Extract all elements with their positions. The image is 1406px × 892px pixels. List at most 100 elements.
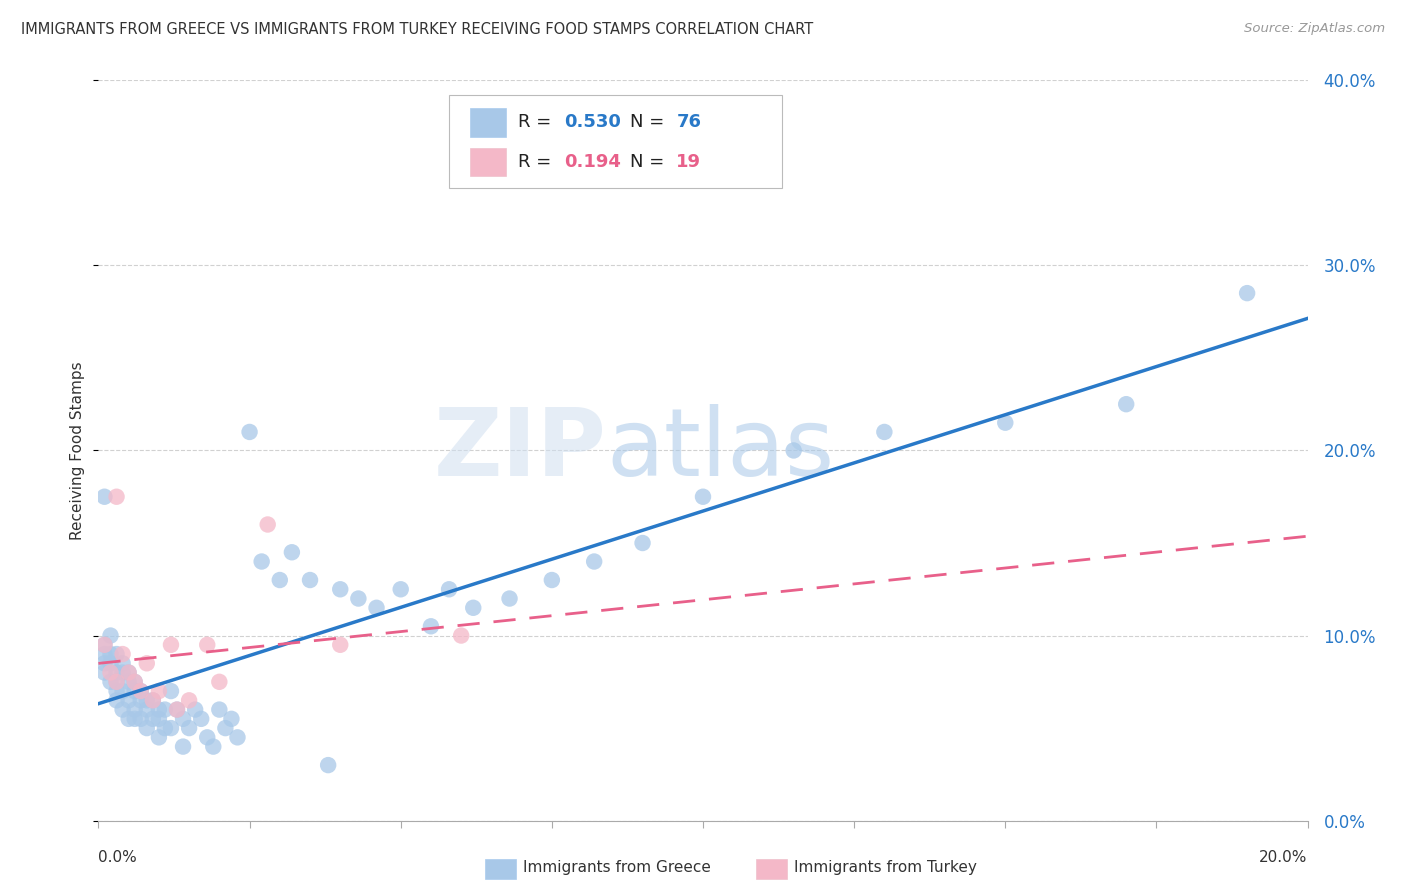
Point — [450, 628, 472, 642]
Point — [190, 712, 212, 726]
Text: Immigrants from Turkey: Immigrants from Turkey — [794, 860, 977, 874]
Point — [172, 739, 194, 754]
Text: 0.194: 0.194 — [564, 153, 621, 170]
Point — [783, 443, 806, 458]
Text: atlas: atlas — [606, 404, 835, 497]
Point — [129, 712, 152, 726]
Text: N =: N = — [630, 153, 671, 170]
Point — [124, 684, 146, 698]
Bar — [470, 148, 506, 176]
Text: Source: ZipAtlas.com: Source: ZipAtlas.com — [1244, 22, 1385, 36]
Point — [166, 703, 188, 717]
Point — [135, 703, 157, 717]
Point — [692, 490, 714, 504]
Point — [214, 721, 236, 735]
Point — [1236, 286, 1258, 301]
Point — [105, 674, 128, 689]
Point — [105, 674, 128, 689]
Point — [100, 657, 122, 671]
Point — [329, 638, 352, 652]
Point — [498, 591, 520, 606]
Point — [195, 731, 218, 745]
Point — [135, 721, 157, 735]
Point — [105, 693, 128, 707]
Point — [129, 684, 152, 698]
Text: 20.0%: 20.0% — [1260, 850, 1308, 865]
Point — [118, 693, 141, 707]
Point — [160, 721, 183, 735]
Point — [226, 731, 249, 745]
Point — [1115, 397, 1137, 411]
Text: Immigrants from Greece: Immigrants from Greece — [523, 860, 711, 874]
Point — [583, 554, 606, 569]
Point — [118, 665, 141, 680]
Point — [208, 674, 231, 689]
Point — [347, 591, 370, 606]
Point — [540, 573, 562, 587]
Point — [994, 416, 1017, 430]
Text: R =: R = — [517, 153, 557, 170]
Point — [93, 638, 115, 652]
Point — [118, 712, 141, 726]
Text: R =: R = — [517, 113, 557, 131]
Point — [124, 674, 146, 689]
Point — [148, 712, 170, 726]
Point — [142, 693, 165, 707]
Text: IMMIGRANTS FROM GREECE VS IMMIGRANTS FROM TURKEY RECEIVING FOOD STAMPS CORRELATI: IMMIGRANTS FROM GREECE VS IMMIGRANTS FRO… — [21, 22, 813, 37]
Point — [111, 684, 134, 698]
Point — [389, 582, 412, 597]
Y-axis label: Receiving Food Stamps: Receiving Food Stamps — [70, 361, 86, 540]
Point — [316, 758, 339, 772]
Point — [153, 721, 176, 735]
Point — [100, 647, 122, 661]
Point — [202, 739, 225, 754]
Text: N =: N = — [630, 113, 671, 131]
Point — [105, 490, 128, 504]
Point — [148, 703, 170, 717]
Text: 0.0%: 0.0% — [98, 850, 138, 865]
Point — [105, 647, 128, 661]
Text: 0.530: 0.530 — [564, 113, 621, 131]
Point — [160, 638, 183, 652]
Point — [93, 638, 115, 652]
Point — [250, 554, 273, 569]
Point — [93, 657, 115, 671]
Point — [239, 425, 262, 439]
Point — [124, 712, 146, 726]
Point — [148, 684, 170, 698]
Point — [118, 665, 141, 680]
Point — [105, 684, 128, 698]
Point — [142, 693, 165, 707]
Point — [124, 703, 146, 717]
Point — [135, 693, 157, 707]
Point — [153, 703, 176, 717]
Point — [299, 573, 322, 587]
Point — [100, 665, 122, 680]
Point — [105, 665, 128, 680]
Point — [111, 703, 134, 717]
Point — [437, 582, 460, 597]
Point — [366, 600, 388, 615]
Point — [111, 647, 134, 661]
Point — [256, 517, 278, 532]
Point — [129, 693, 152, 707]
Text: 76: 76 — [676, 113, 702, 131]
Text: ZIP: ZIP — [433, 404, 606, 497]
Point — [195, 638, 218, 652]
Point — [208, 703, 231, 717]
Point — [118, 674, 141, 689]
Point — [221, 712, 243, 726]
Point — [329, 582, 352, 597]
Point — [93, 490, 115, 504]
Point — [179, 693, 201, 707]
Point — [172, 712, 194, 726]
Point — [135, 657, 157, 671]
Point — [463, 600, 485, 615]
Text: 19: 19 — [676, 153, 702, 170]
Point — [93, 665, 115, 680]
Point — [179, 721, 201, 735]
Point — [142, 712, 165, 726]
Point — [269, 573, 291, 587]
Point — [873, 425, 896, 439]
Point — [148, 731, 170, 745]
